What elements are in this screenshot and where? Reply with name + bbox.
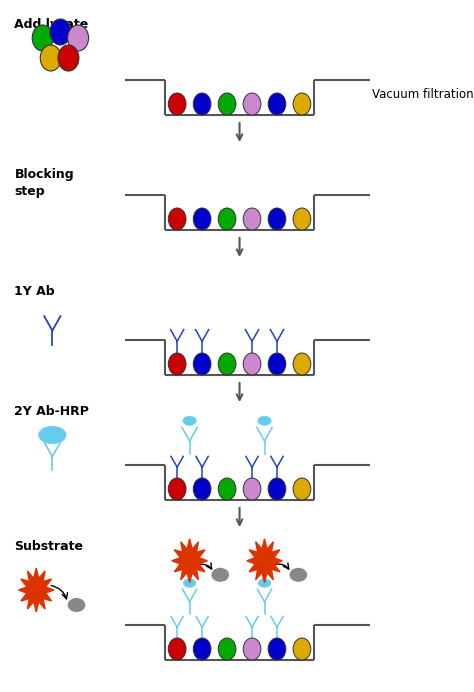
Circle shape [193, 638, 211, 660]
Circle shape [68, 25, 89, 51]
Circle shape [243, 93, 261, 115]
Circle shape [293, 478, 311, 500]
Polygon shape [18, 568, 54, 612]
Circle shape [243, 478, 261, 500]
Circle shape [32, 25, 53, 51]
Circle shape [218, 93, 236, 115]
Circle shape [268, 478, 286, 500]
Circle shape [293, 638, 311, 660]
Circle shape [218, 353, 236, 375]
Circle shape [268, 93, 286, 115]
Circle shape [58, 45, 79, 71]
Circle shape [40, 45, 61, 71]
Circle shape [243, 353, 261, 375]
Circle shape [168, 208, 186, 230]
Circle shape [293, 93, 311, 115]
Circle shape [50, 19, 71, 45]
Ellipse shape [183, 579, 196, 588]
Ellipse shape [290, 568, 307, 582]
Text: Vacuum filtration: Vacuum filtration [372, 89, 474, 102]
Ellipse shape [258, 579, 271, 588]
Text: 1Y Ab: 1Y Ab [15, 285, 55, 298]
Circle shape [193, 478, 211, 500]
Circle shape [293, 208, 311, 230]
Circle shape [168, 93, 186, 115]
Text: Substrate: Substrate [15, 540, 83, 553]
Circle shape [193, 93, 211, 115]
Circle shape [218, 478, 236, 500]
Circle shape [243, 208, 261, 230]
Polygon shape [247, 539, 282, 583]
Circle shape [293, 353, 311, 375]
Ellipse shape [38, 426, 66, 444]
Circle shape [243, 638, 261, 660]
Text: Blocking
step: Blocking step [15, 168, 74, 198]
Circle shape [218, 638, 236, 660]
Polygon shape [172, 539, 207, 583]
Ellipse shape [68, 598, 85, 612]
Circle shape [168, 353, 186, 375]
Circle shape [268, 353, 286, 375]
Circle shape [268, 208, 286, 230]
Circle shape [218, 208, 236, 230]
Ellipse shape [211, 568, 229, 582]
Text: 2Y Ab-HRP: 2Y Ab-HRP [15, 405, 90, 418]
Circle shape [193, 208, 211, 230]
Ellipse shape [183, 417, 196, 426]
Ellipse shape [258, 417, 271, 426]
Circle shape [168, 478, 186, 500]
Text: Add lysate: Add lysate [15, 18, 89, 31]
Circle shape [193, 353, 211, 375]
Circle shape [168, 638, 186, 660]
Circle shape [268, 638, 286, 660]
